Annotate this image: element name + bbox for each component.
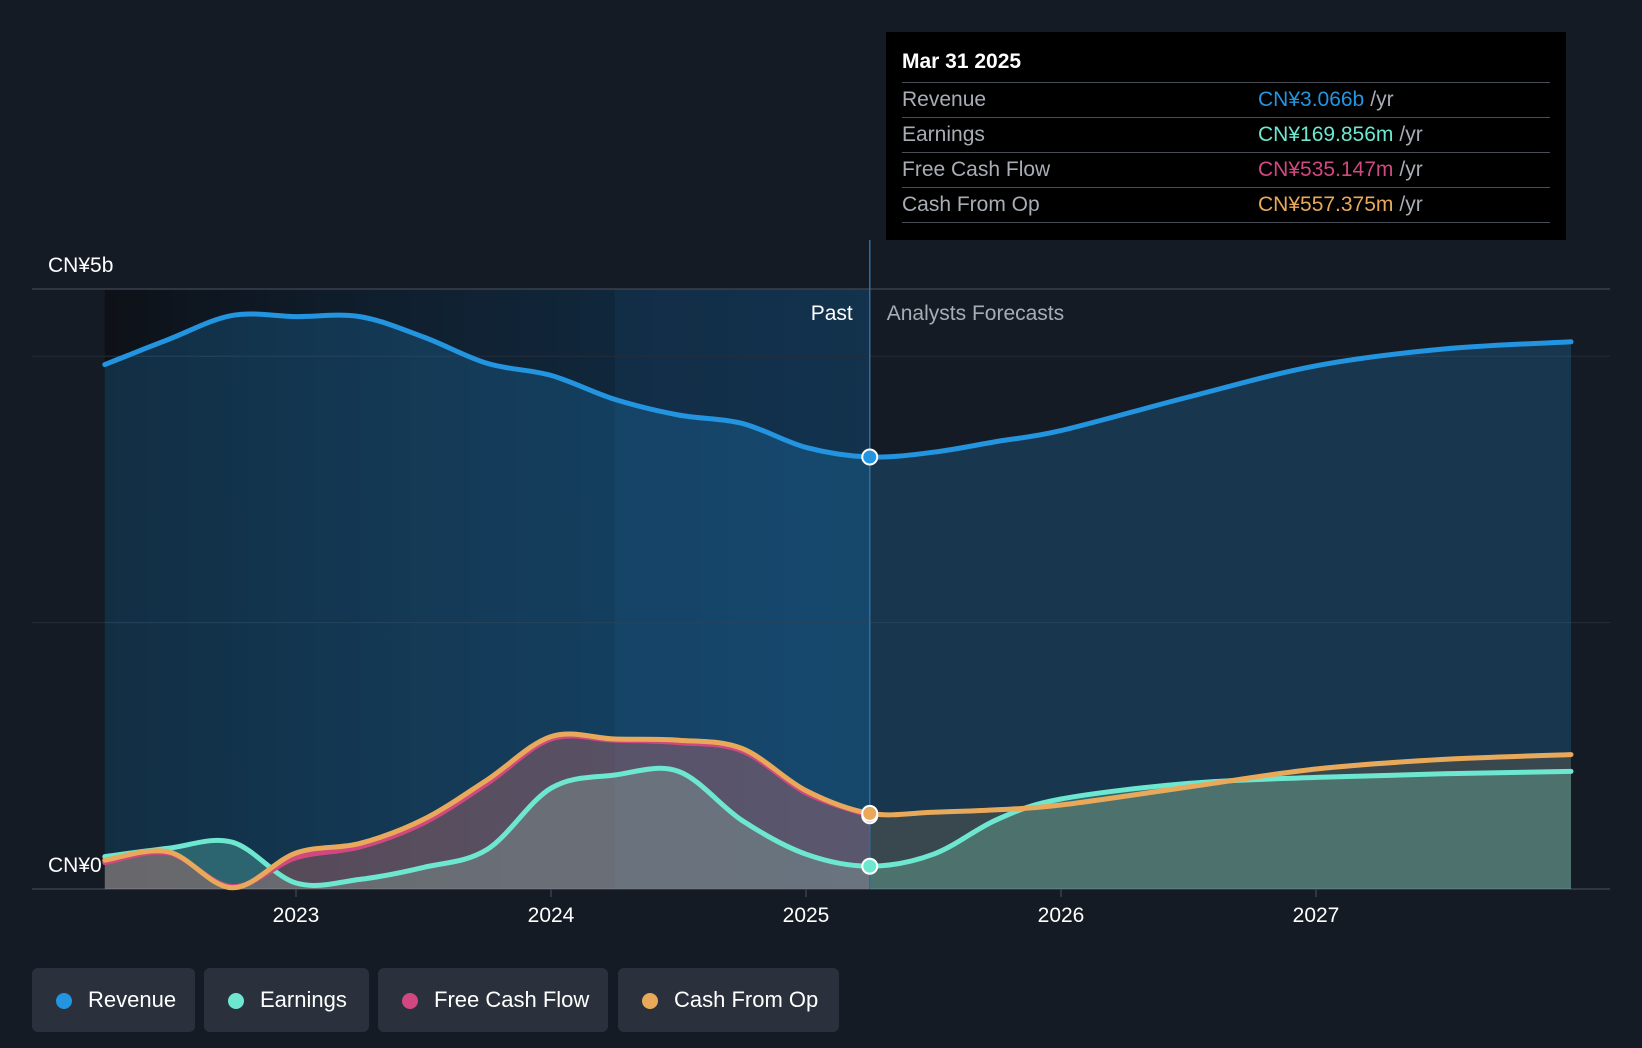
legend-dot-icon (642, 993, 658, 1009)
cash-from-op-line (102, 731, 1574, 891)
tooltip-value-unit: /yr (1399, 158, 1423, 181)
tooltip-row-value: CN¥557.375m/yr (1258, 188, 1423, 222)
earnings-marker (861, 857, 879, 875)
tooltip-row-value: CN¥535.147m/yr (1258, 153, 1423, 187)
tooltip-value-amount: CN¥535.147m (1258, 158, 1394, 181)
legend-label: Cash From Op (674, 987, 819, 1012)
tooltip-row-label: Earnings (902, 123, 985, 146)
x-tick-label: 2027 (1293, 904, 1340, 927)
tooltip-value-amount: CN¥3.066b (1258, 88, 1365, 111)
legend-item-cash-from-op[interactable]: Cash From Op (618, 968, 839, 1032)
legend-dot-icon (56, 993, 72, 1009)
tooltip-row: Earnings CN¥169.856m/yr (902, 117, 1550, 152)
legend-label: Earnings (260, 987, 347, 1012)
tooltip-value-amount: CN¥169.856m (1258, 123, 1394, 146)
free-cash-flow-area (104, 735, 870, 889)
tooltip-value-unit: /yr (1399, 193, 1423, 216)
tooltip-value-amount: CN¥557.375m (1258, 193, 1394, 216)
x-tick-label: 2025 (783, 904, 830, 927)
tooltip-row: Cash From Op CN¥557.375m/yr (902, 187, 1550, 223)
legend-item-revenue[interactable]: Revenue (32, 968, 195, 1032)
legend-label: Free Cash Flow (434, 987, 590, 1012)
series-areas (104, 313, 1571, 889)
past-region-highlight (614, 289, 870, 889)
x-axis-ticks: 2023 2024 2025 2026 2027 (273, 889, 1340, 927)
x-tick-label: 2026 (1038, 904, 1085, 927)
y-axis-label-top: CN¥5b (48, 254, 113, 277)
forecast-label: Analysts Forecasts (887, 302, 1064, 325)
tooltip-row: Revenue CN¥3.066b/yr (902, 82, 1550, 117)
tooltip-value-unit: /yr (1370, 88, 1394, 111)
x-tick-label: 2024 (528, 904, 575, 927)
past-label: Past (811, 302, 853, 325)
revenue-line (102, 311, 1574, 460)
legend-label: Revenue (88, 987, 177, 1012)
tooltip-row: Free Cash Flow CN¥535.147m/yr (902, 152, 1550, 187)
y-axis-label-bottom: CN¥0 (48, 854, 102, 877)
legend-dot-icon (228, 993, 244, 1009)
tooltip-row-value: CN¥169.856m/yr (1258, 118, 1423, 152)
x-tick-label: 2023 (273, 904, 320, 927)
tooltip: Mar 31 2025 Revenue CN¥3.066b/yr Earnings C… (886, 32, 1566, 240)
tooltip-date: Mar 31 2025 (902, 50, 1022, 73)
legend-item-free-cash-flow[interactable]: Free Cash Flow (378, 968, 608, 1032)
tooltip-row-label: Revenue (902, 88, 987, 111)
past-region-background (104, 289, 870, 889)
tooltip-value-unit: /yr (1399, 123, 1423, 146)
tooltip-row-value: CN¥3.066b/yr (1258, 83, 1394, 117)
cash-from-op-marker (861, 804, 879, 822)
hover-markers (861, 448, 879, 875)
series-lines (102, 311, 1574, 891)
revenue-area (104, 313, 1571, 889)
grid-lines (32, 288, 1610, 890)
legend-dot-icon (402, 993, 418, 1009)
tooltip-row-label: Free Cash Flow (902, 158, 1051, 181)
cash-from-op-area (104, 733, 1571, 889)
revenue-marker (861, 448, 879, 466)
legend-item-earnings[interactable]: Earnings (204, 968, 369, 1032)
tooltip-row-label: Cash From Op (902, 193, 1040, 216)
